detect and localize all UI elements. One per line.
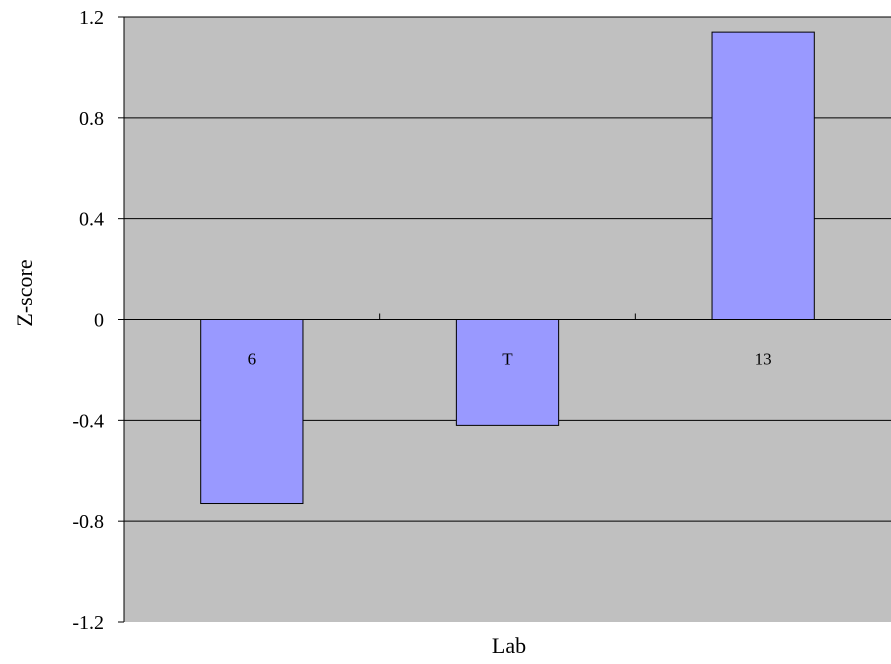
y-tick-label: 0 <box>94 310 104 332</box>
bar-T <box>455 319 560 426</box>
x-axis-title: Lab <box>492 633 526 658</box>
bar-series <box>200 31 815 505</box>
bar-13 <box>711 31 815 320</box>
y-axis-title: Z-score <box>12 259 37 326</box>
category-label: 13 <box>755 350 772 369</box>
category-label: 6 <box>248 350 257 369</box>
y-tick-labels: 1.2 0.8 0.4 0 -0.4 -0.8 -1.2 <box>72 7 124 634</box>
y-tick-label: 0.8 <box>79 108 104 130</box>
category-label: T <box>502 350 513 369</box>
y-tick-label: 0.4 <box>79 209 104 231</box>
bar-6 <box>200 319 304 505</box>
category-labels: 6 T 13 <box>248 350 772 369</box>
y-tick-label: -0.4 <box>72 410 104 432</box>
y-tick-label: 1.2 <box>79 7 104 29</box>
y-tick-label: -1.2 <box>72 612 104 634</box>
y-tick-label: -0.8 <box>72 511 104 533</box>
